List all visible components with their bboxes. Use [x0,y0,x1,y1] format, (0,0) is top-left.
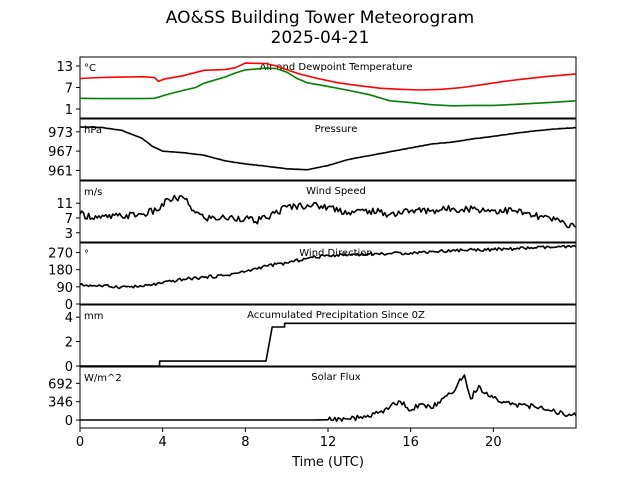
y-tick-label: 1 [65,103,73,118]
panel-title: Accumulated Precipitation Since 0Z [247,310,425,321]
y-tick-label: 967 [48,145,73,160]
series-line-1 [79,126,576,171]
panel-title: Wind Speed [306,186,366,197]
x-tick-label: 16 [402,435,419,450]
y-tick-label: 270 [48,247,73,262]
y-tick-label: 3 [65,227,73,242]
panel-title: Air and Dewpoint Temperature [260,62,413,73]
x-tick-label: 8 [241,435,249,450]
panel-5: 0 2 4 mm Accumulated Precipitation Since 0Z [65,304,577,375]
y-tick-label: 346 [48,396,73,411]
panel-unit-label: ° [84,249,89,260]
x-tick-label: 12 [320,435,337,450]
panel-frame [79,304,577,367]
figure-title: AO&SS Building Tower Meteorogram [165,8,475,28]
panel-2: 961 967 973 hPa Pressure [48,118,577,181]
x-tick-label: 0 [76,435,84,450]
panel-unit-label: mm [84,311,103,322]
series-line-1 [79,244,577,290]
panel-frame [79,118,577,181]
y-tick-label: 973 [48,126,73,141]
y-tick-label: 13 [56,60,73,75]
panel-frame [79,242,577,305]
y-tick-label: 0 [65,360,73,375]
series-line-1 [79,194,577,229]
x-tick-label: 20 [485,435,502,450]
series-line-2 [79,67,577,107]
y-tick-label: 0 [65,298,73,313]
y-tick-label: 11 [56,197,73,212]
panel-unit-label: hPa [84,125,102,136]
x-tick-label: 4 [159,435,167,450]
y-tick-label: 90 [56,281,73,296]
panel-unit-label: m/s [84,187,102,198]
panel-4: 0 90 180 270 ° Wind Direction [48,242,577,313]
y-tick-label: 7 [65,82,73,97]
panel-title: Solar Flux [311,372,361,383]
panel-6: 0 346 692 W/m^2 Solar Flux [48,366,577,429]
y-tick-label: 4 [65,311,73,326]
y-tick-label: 961 [48,164,73,179]
series-line-1 [79,62,577,91]
panel-unit-label: °C [84,63,96,74]
y-tick-label: 180 [48,264,73,279]
y-tick-label: 7 [65,212,73,227]
panel-1: 1 7 13 °C Air and Dewpoint Temperature [56,56,577,119]
x-axis-label: Time (UTC) [291,455,364,470]
panel-frame [79,180,577,243]
y-tick-label: 2 [65,336,73,351]
series-line-1 [80,322,576,367]
panel-title: Wind Direction [299,248,373,259]
y-tick-label: 0 [65,414,73,429]
series-line-1 [80,374,577,422]
panel-title: Pressure [315,124,358,135]
y-tick-label: 692 [48,377,73,392]
panel-unit-label: W/m^2 [84,373,122,384]
figure-subtitle: 2025-04-21 [270,28,370,48]
